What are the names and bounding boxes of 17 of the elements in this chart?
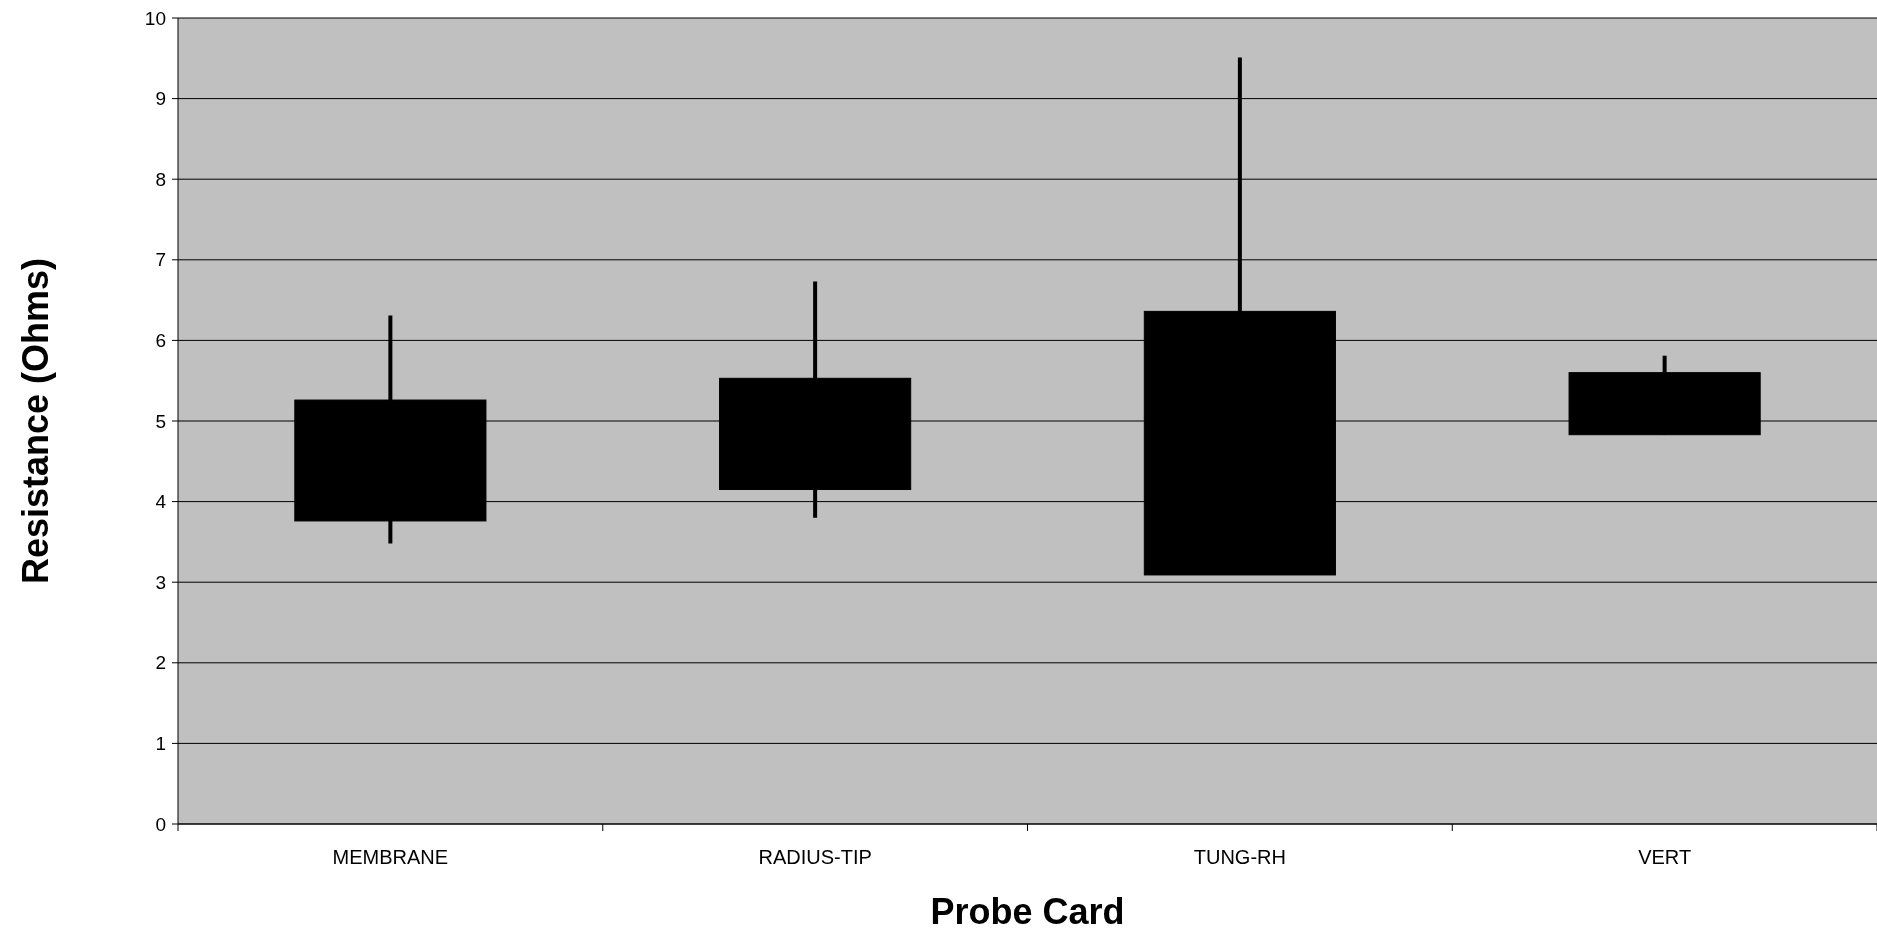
y-tick-label: 8 — [155, 168, 166, 190]
y-tick-label: 1 — [155, 733, 166, 755]
x-tick-label: RADIUS-TIP — [758, 846, 872, 868]
x-tick-label: MEMBRANE — [332, 846, 449, 868]
y-tick-label: 2 — [155, 652, 166, 674]
y-tick-label: 10 — [144, 7, 166, 29]
x-tick-label: VERT — [1638, 846, 1692, 868]
y-tick-label: 3 — [155, 571, 166, 593]
x-tick-label: TUNG-RH — [1193, 846, 1286, 868]
x-axis-title: Probe Card — [930, 891, 1125, 932]
y-tick-label: 5 — [155, 410, 166, 432]
y-tick-label: 7 — [155, 249, 166, 271]
y-axis-title: Resistance (Ohms) — [15, 257, 56, 585]
y-tick-label: 9 — [155, 88, 166, 110]
y-tick-label: 4 — [155, 491, 167, 513]
y-tick-label: 0 — [155, 813, 166, 835]
y-tick-label: 6 — [155, 330, 166, 352]
